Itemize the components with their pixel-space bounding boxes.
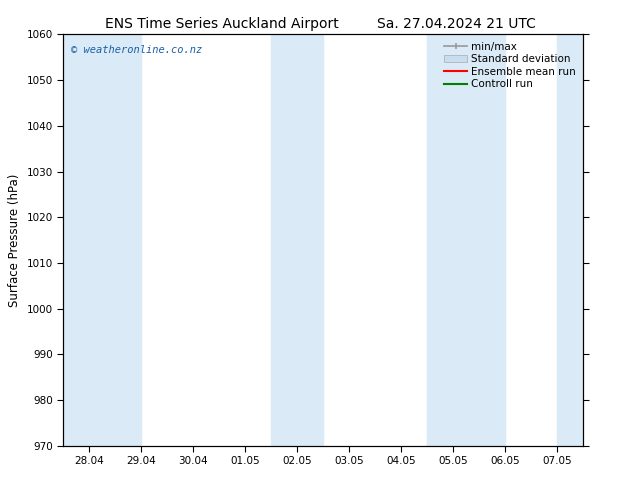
Bar [427, 34, 505, 446]
Bar [63, 34, 141, 446]
Legend: min/max, Standard deviation, Ensemble mean run, Controll run: min/max, Standard deviation, Ensemble me… [440, 37, 580, 94]
Bar [271, 34, 323, 446]
Text: ENS Time Series Auckland Airport: ENS Time Series Auckland Airport [105, 17, 339, 31]
Y-axis label: Surface Pressure (hPa): Surface Pressure (hPa) [8, 173, 21, 307]
Bar [557, 34, 583, 446]
Text: Sa. 27.04.2024 21 UTC: Sa. 27.04.2024 21 UTC [377, 17, 536, 31]
Text: © weatheronline.co.nz: © weatheronline.co.nz [71, 45, 202, 54]
